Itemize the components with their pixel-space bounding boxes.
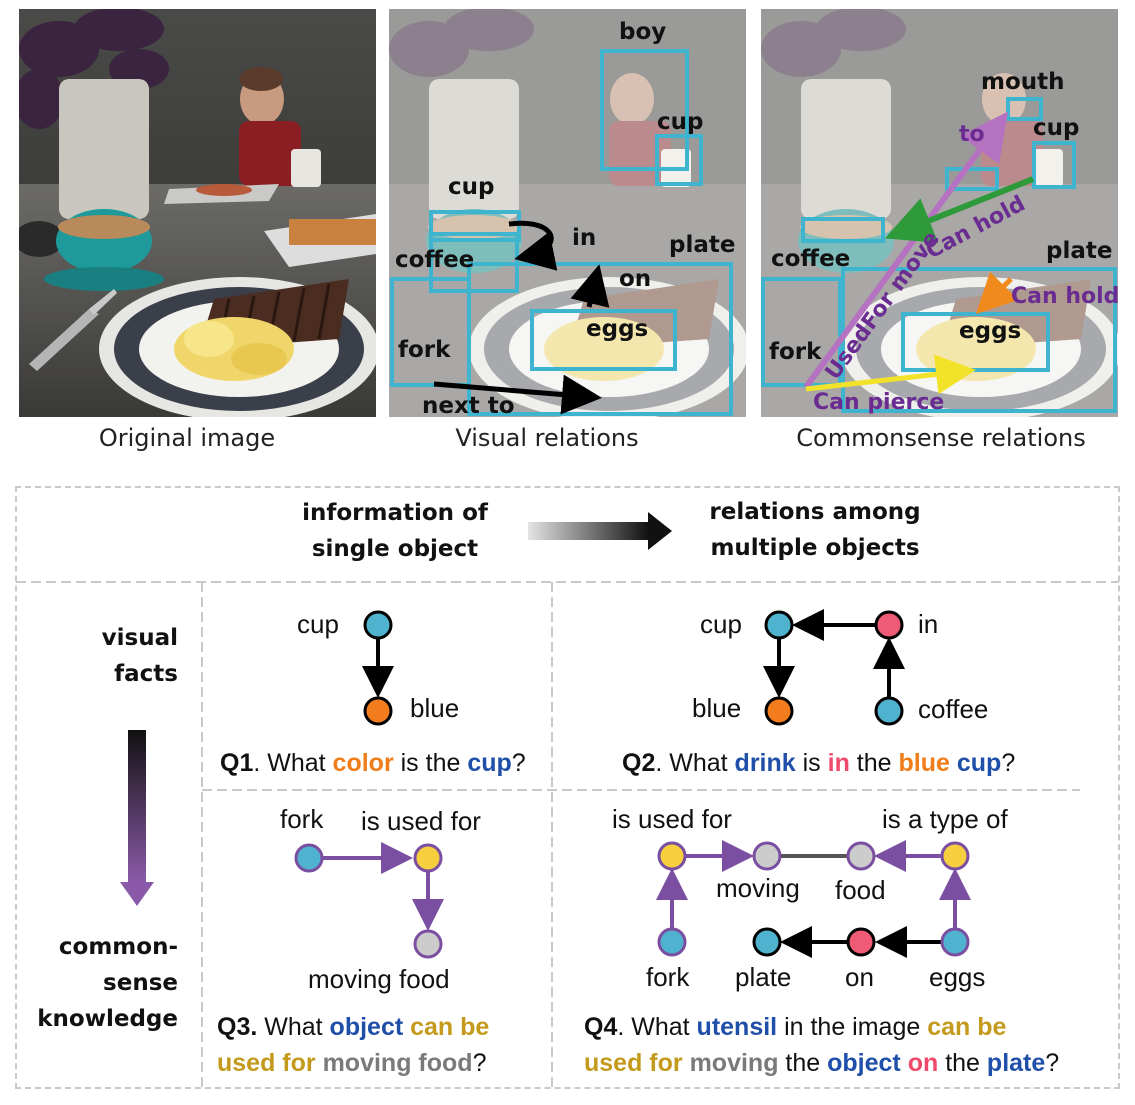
g4-lbl-used-for: is used for: [612, 804, 732, 834]
cs-lbl-plate: plate: [1046, 238, 1112, 264]
lbl-boy: boy: [619, 19, 666, 45]
row-header-common: common-sense knowledge: [37, 934, 178, 1032]
cs-lbl-coffee: coffee: [771, 246, 850, 272]
original-image: [19, 9, 376, 417]
question-q1: Q1. What color is the cup?: [220, 749, 526, 777]
lbl-fork: fork: [398, 337, 451, 363]
lbl-next-to: next to: [422, 393, 515, 417]
graph-q1: cup blue: [297, 609, 459, 726]
row-header-visual: visual facts: [101, 625, 178, 687]
g4-lbl-plate: plate: [735, 962, 791, 992]
lbl-in: in: [572, 225, 596, 251]
g2-lbl-blue: blue: [692, 693, 741, 723]
visual-relations-panel: boy cup cup in plate coffee on eggs fork…: [389, 9, 746, 417]
g2-lbl-in: in: [918, 609, 938, 639]
cs-lbl-to: to: [959, 122, 985, 147]
cs-lbl-eggs: eggs: [959, 318, 1021, 344]
lbl-plate: plate: [669, 232, 735, 258]
g1-lbl-blue: blue: [410, 693, 459, 723]
g3-lbl-fork: fork: [280, 804, 324, 834]
box-cup-right: [655, 134, 703, 186]
box-eggs: [530, 309, 677, 371]
g1-lbl-cup: cup: [297, 609, 339, 639]
caption-original: Original image: [98, 424, 276, 452]
question-q4: Q4. What utensil in the image can be use…: [584, 1013, 1060, 1077]
g3-lbl-target: moving food: [308, 964, 450, 994]
caption-visual: Visual relations: [455, 424, 639, 452]
g4-lbl-on: on: [845, 962, 874, 992]
g4-lbl-fork: fork: [646, 962, 690, 992]
graph-q3: fork is used for moving food: [280, 804, 481, 994]
cs-lbl-mouth: mouth: [981, 69, 1065, 95]
cs-lbl-can-hold-2: Can hold: [1011, 284, 1118, 309]
side-arrow: [128, 730, 146, 882]
box-boy: [600, 49, 689, 171]
caption-commonsense: Commonsense relations: [796, 424, 1086, 452]
question-q3: Q3. What object can be used for moving f…: [217, 1013, 490, 1077]
lbl-eggs: eggs: [586, 316, 648, 342]
g4-lbl-moving: moving: [716, 873, 800, 903]
node-blue: [363, 696, 393, 726]
lbl-coffee: coffee: [395, 247, 474, 273]
col-header-left: information of single object: [302, 500, 488, 562]
g2-lbl-coffee: coffee: [918, 694, 988, 724]
g3-lbl-used-for: is used for: [361, 806, 481, 836]
knowledge-grid: [15, 486, 1120, 1089]
cs-lbl-fork: fork: [769, 339, 822, 365]
graph-q2: cup in blue coffee: [692, 609, 988, 726]
graph-q4: is used for is a type of moving food for…: [612, 804, 1009, 992]
question-q2: Q2. What drink is in the blue cup?: [622, 749, 1016, 777]
commonsense-relations-panel: mouth to cup Can hold coffee plate Can h…: [761, 9, 1118, 417]
cs-lbl-can-pierce: Can pierce: [813, 390, 944, 415]
lbl-cup-left: cup: [448, 174, 494, 200]
header-arrow: [528, 522, 648, 540]
box-cup-left: [429, 210, 521, 242]
lbl-on: on: [619, 266, 651, 292]
g4-lbl-type-of: is a type of: [882, 804, 1009, 834]
g4-lbl-food: food: [835, 875, 886, 905]
node-cup: [363, 610, 393, 640]
g4-lbl-eggs: eggs: [929, 962, 985, 992]
cs-lbl-cup: cup: [1033, 115, 1079, 141]
lbl-cup-right: cup: [657, 109, 703, 135]
g2-lbl-cup: cup: [700, 609, 742, 639]
col-header-right: relations among multiple objects: [709, 499, 921, 561]
